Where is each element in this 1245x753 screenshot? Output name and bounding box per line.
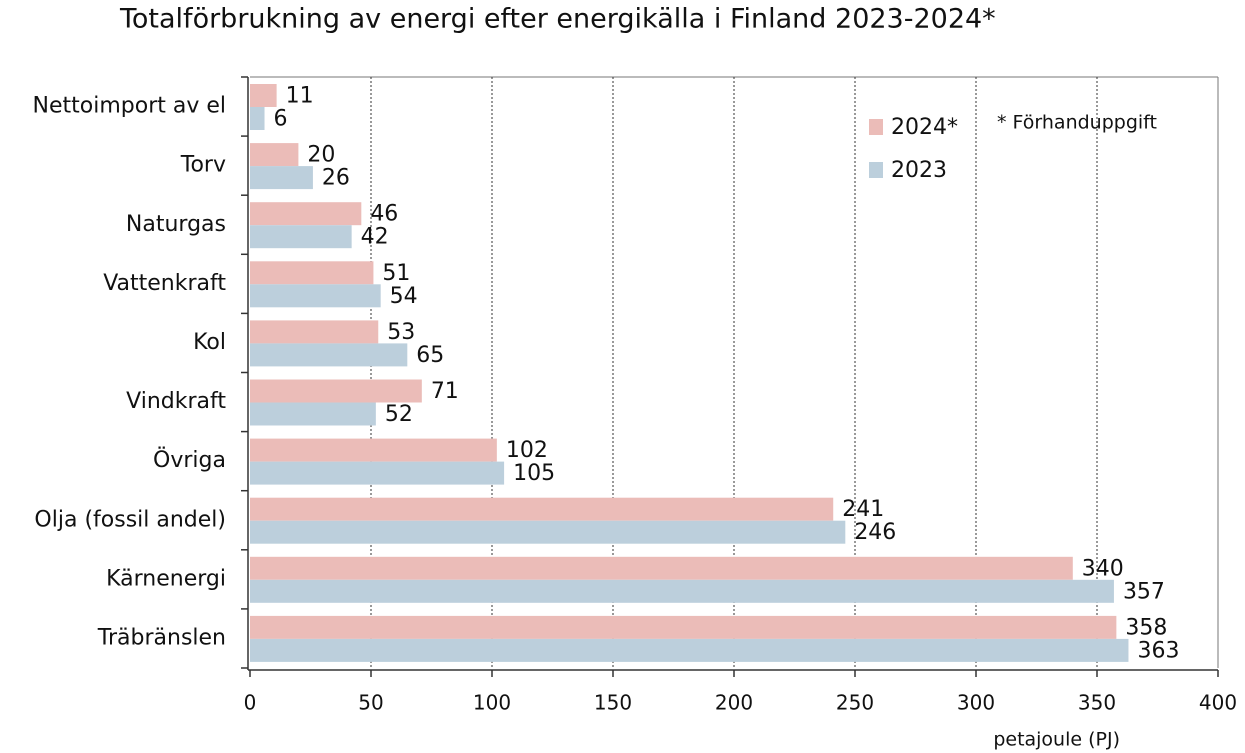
bar (250, 497, 834, 521)
value-label: 340 (1082, 556, 1124, 581)
y-tick-label: Olja (fossil andel) (34, 507, 226, 532)
bar (250, 166, 313, 190)
bar (250, 638, 1129, 662)
x-tick-label: 400 (1199, 691, 1237, 715)
bar (250, 143, 299, 167)
x-tick-label: 50 (358, 691, 383, 715)
bar (250, 461, 505, 485)
value-label: 53 (387, 320, 415, 345)
bar (250, 615, 1117, 639)
bar (250, 320, 379, 344)
value-label: 42 (361, 225, 389, 250)
bar (250, 84, 277, 107)
chart-title: Totalförbrukning av energi efter energik… (119, 4, 996, 35)
bar (250, 402, 376, 426)
y-tick-label: Vattenkraft (103, 271, 226, 296)
value-label: 11 (286, 84, 314, 109)
value-label: 52 (385, 402, 413, 427)
legend-swatch (869, 119, 883, 135)
value-label: 71 (431, 379, 459, 404)
value-label: 46 (370, 202, 398, 227)
bar (250, 107, 265, 130)
bar (250, 261, 374, 285)
y-tick-label: Naturgas (126, 212, 226, 237)
bar (250, 284, 381, 308)
y-tick-label: Torv (180, 153, 226, 178)
y-tick-label: Kol (193, 330, 226, 355)
value-label: 102 (506, 438, 548, 463)
bar (250, 520, 846, 544)
y-tick-label: Övriga (153, 447, 226, 473)
y-tick-label: Vindkraft (126, 389, 226, 414)
bar (250, 225, 352, 249)
x-tick-label: 200 (715, 691, 753, 715)
annotation: * Förhanduppgift (997, 112, 1157, 134)
value-label: 54 (390, 284, 418, 309)
legend-label: 2023 (891, 158, 947, 183)
value-label: 358 (1125, 615, 1167, 640)
bar (250, 379, 422, 403)
value-label: 363 (1137, 638, 1179, 663)
value-label: 105 (513, 461, 555, 486)
x-tick-label: 100 (473, 691, 511, 715)
bar (250, 343, 408, 367)
bar (250, 579, 1114, 603)
bar (250, 556, 1073, 580)
y-tick-label: Träbränslen (97, 625, 226, 650)
bar (250, 438, 497, 462)
value-label: 246 (854, 520, 896, 545)
value-label: 357 (1123, 579, 1165, 604)
x-tick-label: 250 (836, 691, 874, 715)
value-label: 6 (274, 107, 288, 132)
value-label: 26 (322, 166, 350, 191)
x-tick-label: 150 (594, 691, 632, 715)
legend-label: 2024* (891, 115, 958, 140)
x-axis-label: petajoule (PJ) (993, 729, 1120, 751)
x-tick-label: 350 (1078, 691, 1116, 715)
x-tick-label: 300 (957, 691, 995, 715)
value-label: 65 (416, 343, 444, 368)
legend-swatch (869, 162, 883, 178)
value-label: 20 (307, 143, 335, 168)
value-label: 51 (382, 261, 410, 286)
y-tick-label: Nettoimport av el (33, 94, 226, 119)
bar (250, 202, 362, 226)
value-label: 241 (842, 497, 884, 522)
x-tick-label: 0 (244, 691, 257, 715)
y-tick-label: Kärnenergi (106, 566, 226, 591)
